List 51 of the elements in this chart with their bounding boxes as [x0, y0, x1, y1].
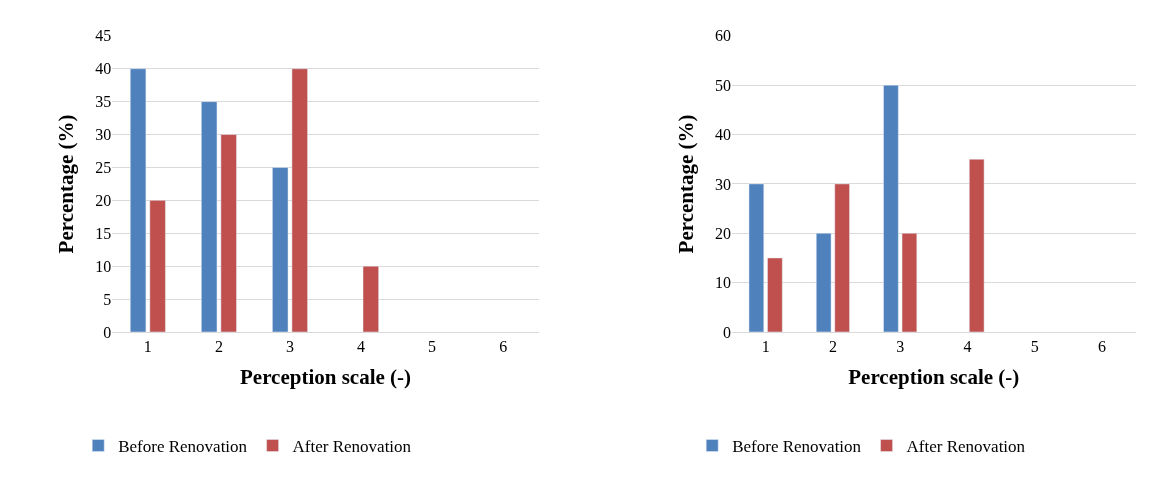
- x-tick-label: 3: [896, 338, 905, 356]
- x-tick-label: 2: [828, 338, 837, 356]
- y-tick-label: 20: [95, 191, 112, 209]
- x-tick-label: 1: [761, 338, 770, 356]
- bar: [291, 68, 308, 332]
- x-axis-title: Perception scale (-): [848, 365, 1020, 390]
- legend-label: Before Renovation: [118, 437, 248, 457]
- legend-label: Before Renovation: [732, 437, 862, 457]
- y-tick-label: 30: [95, 126, 112, 144]
- y-axis-title: Percentage (%): [54, 114, 79, 254]
- y-tick-label: 20: [714, 224, 731, 242]
- bar: [748, 183, 765, 332]
- y-tick-label: 10: [95, 257, 112, 275]
- y-tick-label: 40: [714, 126, 731, 144]
- legend-label: After Renovation: [906, 437, 1026, 457]
- x-tick-label: 3: [285, 338, 294, 356]
- bar: [816, 233, 832, 332]
- bar: [834, 183, 850, 332]
- y-tick-label: 0: [103, 323, 112, 341]
- y-tick-label: 15: [95, 224, 112, 242]
- x-tick-label: 1: [143, 338, 152, 356]
- bar: [901, 233, 918, 332]
- bar: [149, 200, 166, 332]
- bar: [220, 134, 237, 332]
- x-tick-label: 6: [1097, 338, 1106, 356]
- y-tick-label: 25: [95, 159, 112, 177]
- x-tick-label: 4: [357, 338, 366, 356]
- bar: [767, 257, 783, 332]
- legend-label: After Renovation: [292, 437, 412, 457]
- x-tick-label: 5: [1030, 338, 1039, 356]
- y-tick-label: 45: [95, 27, 112, 45]
- y-axis-title: Percentage (%): [674, 114, 699, 254]
- bar: [883, 84, 899, 332]
- bar: [272, 167, 289, 332]
- y-tick-label: 60: [714, 27, 731, 45]
- y-tick-label: 0: [722, 323, 731, 341]
- x-tick-label: 2: [214, 338, 223, 356]
- y-tick-label: 35: [95, 93, 112, 111]
- bar: [969, 158, 985, 332]
- y-tick-label: 40: [95, 60, 112, 78]
- y-tick-label: 30: [714, 175, 731, 193]
- y-tick-label: 5: [103, 290, 112, 308]
- x-tick-label: 5: [428, 338, 437, 356]
- bar: [362, 265, 379, 332]
- y-tick-label: 50: [714, 76, 731, 94]
- y-tick-label: 10: [714, 274, 731, 292]
- bar: [201, 101, 218, 332]
- x-tick-label: 6: [499, 338, 508, 356]
- bar: [130, 68, 147, 332]
- x-tick-label: 4: [963, 338, 972, 356]
- x-axis-title: Perception scale (-): [239, 365, 412, 390]
